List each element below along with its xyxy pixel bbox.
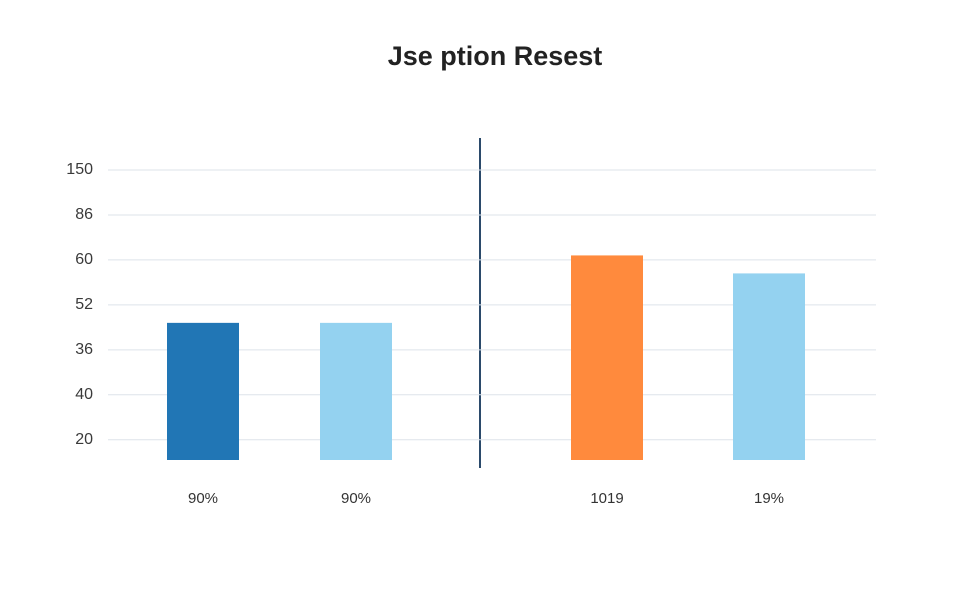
y-tick-label: 52 xyxy=(75,296,93,313)
chart-title: Jse ption Resest xyxy=(388,41,603,71)
x-tick-label: 19% xyxy=(754,490,784,507)
bar xyxy=(571,255,643,460)
bar xyxy=(320,322,392,460)
x-tick-label: 90% xyxy=(341,490,371,507)
y-tick-label: 40 xyxy=(75,386,93,403)
x-tick-label: 1019 xyxy=(590,490,623,507)
y-tick-label: 86 xyxy=(75,206,93,223)
y-tick-label: 36 xyxy=(75,341,93,358)
y-tick-label: 150 xyxy=(66,161,93,178)
bar xyxy=(167,322,239,460)
bar xyxy=(733,273,805,460)
x-tick-label: 90% xyxy=(188,490,218,507)
y-tick-label: 60 xyxy=(75,251,93,268)
y-tick-label: 20 xyxy=(75,431,93,448)
